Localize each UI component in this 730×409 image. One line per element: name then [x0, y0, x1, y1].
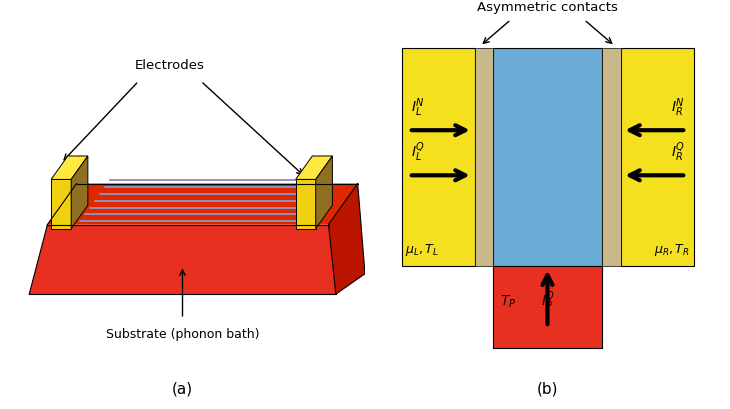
Polygon shape	[328, 184, 365, 294]
Polygon shape	[620, 49, 694, 266]
Text: $\mathbf{\mathit{T}}_{\mathbf{\mathit{P}}}$: $\mathbf{\mathit{T}}_{\mathbf{\mathit{P}…	[500, 292, 517, 309]
Polygon shape	[474, 49, 493, 266]
Text: $\mathbf{\mathit{I}}_{\mathbf{\mathit{L}}}^{\mathbf{\mathit{N}}}$: $\mathbf{\mathit{I}}_{\mathbf{\mathit{L}…	[410, 96, 424, 119]
Text: (b): (b)	[537, 381, 558, 396]
Polygon shape	[296, 180, 316, 229]
Polygon shape	[47, 184, 358, 225]
Polygon shape	[316, 157, 332, 229]
Text: Substrate (phonon bath): Substrate (phonon bath)	[106, 327, 259, 340]
Text: $\mu_L, T_L$: $\mu_L, T_L$	[405, 242, 439, 258]
Text: (a): (a)	[172, 381, 193, 396]
Polygon shape	[402, 49, 475, 266]
Text: Electrodes: Electrodes	[135, 58, 204, 72]
Polygon shape	[29, 225, 336, 294]
Text: Substrate: Substrate	[509, 328, 586, 342]
Polygon shape	[51, 180, 72, 229]
Polygon shape	[493, 49, 602, 266]
Polygon shape	[493, 266, 602, 348]
Polygon shape	[296, 157, 332, 180]
Polygon shape	[51, 157, 88, 180]
Text: Asymmetric contacts: Asymmetric contacts	[477, 1, 618, 14]
Polygon shape	[72, 157, 88, 229]
Polygon shape	[602, 49, 620, 266]
Text: $\mu_R, T_R$: $\mu_R, T_R$	[654, 242, 690, 258]
Text: $\mathbf{\mathit{I}}_{\mathbf{\mathit{P}}}^{\mathbf{\mathit{Q}}}$: $\mathbf{\mathit{I}}_{\mathbf{\mathit{P}…	[541, 289, 554, 312]
Text: $\mathbf{\mathit{I}}_{\mathbf{\mathit{R}}}^{\mathbf{\mathit{N}}}$: $\mathbf{\mathit{I}}_{\mathbf{\mathit{R}…	[671, 96, 685, 119]
Text: $\mathbf{\mathit{I}}_{\mathbf{\mathit{R}}}^{\mathbf{\mathit{Q}}}$: $\mathbf{\mathit{I}}_{\mathbf{\mathit{R}…	[671, 141, 685, 164]
Text: $\mathbf{\mathit{I}}_{\mathbf{\mathit{L}}}^{\mathbf{\mathit{Q}}}$: $\mathbf{\mathit{I}}_{\mathbf{\mathit{L}…	[410, 141, 424, 164]
